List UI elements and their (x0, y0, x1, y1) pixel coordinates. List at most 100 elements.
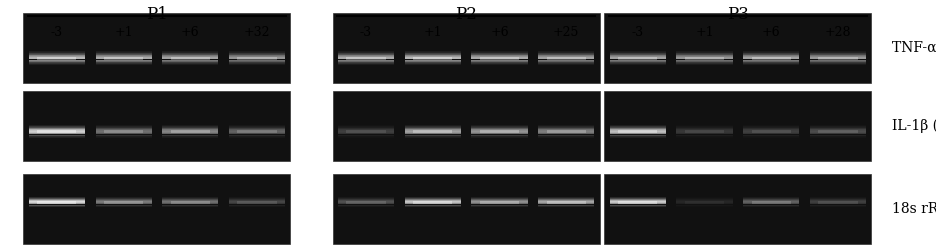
Bar (95, 129, 152, 130)
Bar (537, 125, 593, 126)
Bar (228, 63, 285, 64)
Bar (162, 137, 218, 138)
Bar (537, 198, 593, 199)
Bar (471, 127, 527, 128)
Bar (742, 126, 798, 127)
Bar (471, 59, 527, 60)
Bar (609, 205, 665, 206)
Bar (471, 60, 527, 61)
Bar (609, 62, 665, 63)
Bar (228, 136, 285, 137)
Bar (471, 125, 527, 126)
Bar (162, 63, 218, 64)
Bar (809, 198, 865, 199)
Bar (95, 62, 152, 63)
Text: -3: -3 (51, 26, 63, 40)
Bar (228, 206, 285, 207)
Bar (537, 203, 593, 204)
Bar (95, 203, 152, 204)
Bar (95, 136, 152, 137)
Bar (676, 54, 732, 55)
Bar (346, 130, 386, 133)
Bar (29, 202, 85, 203)
Bar (471, 132, 527, 133)
Bar (338, 201, 394, 202)
Bar (471, 206, 527, 207)
Bar (37, 201, 77, 204)
Bar (479, 201, 519, 204)
Bar (676, 130, 732, 131)
Bar (162, 200, 218, 201)
Bar (338, 136, 394, 137)
Bar (809, 200, 865, 201)
Bar (338, 51, 394, 52)
Bar (809, 51, 865, 52)
Bar (751, 201, 790, 204)
Bar (29, 56, 85, 57)
Bar (228, 58, 285, 59)
Bar (676, 135, 732, 136)
Bar (742, 64, 798, 65)
Bar (29, 134, 85, 135)
Bar (609, 128, 665, 129)
Bar (228, 53, 285, 54)
Bar (809, 64, 865, 65)
Bar (809, 59, 865, 60)
Bar (29, 137, 85, 138)
Bar (228, 198, 285, 199)
Bar (471, 53, 527, 54)
Bar (404, 130, 461, 131)
Bar (29, 57, 85, 58)
Bar (537, 134, 593, 135)
Bar (537, 137, 593, 138)
Bar (609, 127, 665, 128)
Bar (609, 60, 665, 61)
Bar (404, 62, 461, 63)
Bar (609, 201, 665, 202)
Text: -3: -3 (631, 26, 643, 40)
Bar (684, 130, 724, 133)
Bar (809, 60, 865, 61)
Bar (338, 205, 394, 206)
Bar (29, 125, 85, 126)
Bar (537, 52, 593, 53)
Bar (404, 60, 461, 61)
Bar (29, 59, 85, 60)
Bar (338, 202, 394, 203)
Bar (609, 57, 665, 58)
Bar (228, 52, 285, 53)
Bar (404, 55, 461, 56)
Text: TNF-α (444bp): TNF-α (444bp) (891, 41, 936, 55)
Bar (338, 64, 394, 65)
Bar (809, 202, 865, 203)
Bar (537, 131, 593, 132)
Bar (609, 59, 665, 60)
Bar (404, 198, 461, 199)
Bar (471, 199, 527, 200)
Bar (23, 91, 290, 161)
Bar (104, 201, 143, 204)
Bar (676, 53, 732, 54)
Bar (29, 129, 85, 130)
Bar (228, 56, 285, 57)
Bar (29, 127, 85, 128)
Bar (162, 198, 218, 199)
Bar (29, 58, 85, 59)
Bar (742, 203, 798, 204)
Bar (742, 51, 798, 52)
Bar (471, 61, 527, 62)
Bar (471, 201, 527, 202)
Bar (546, 57, 585, 60)
Bar (29, 62, 85, 63)
Bar (23, 13, 290, 83)
Bar (809, 61, 865, 62)
Bar (742, 55, 798, 56)
Bar (162, 55, 218, 56)
Bar (471, 55, 527, 56)
Bar (95, 133, 152, 134)
Bar (95, 137, 152, 138)
Bar (29, 64, 85, 65)
Bar (609, 55, 665, 56)
Bar (742, 133, 798, 134)
Bar (809, 205, 865, 206)
